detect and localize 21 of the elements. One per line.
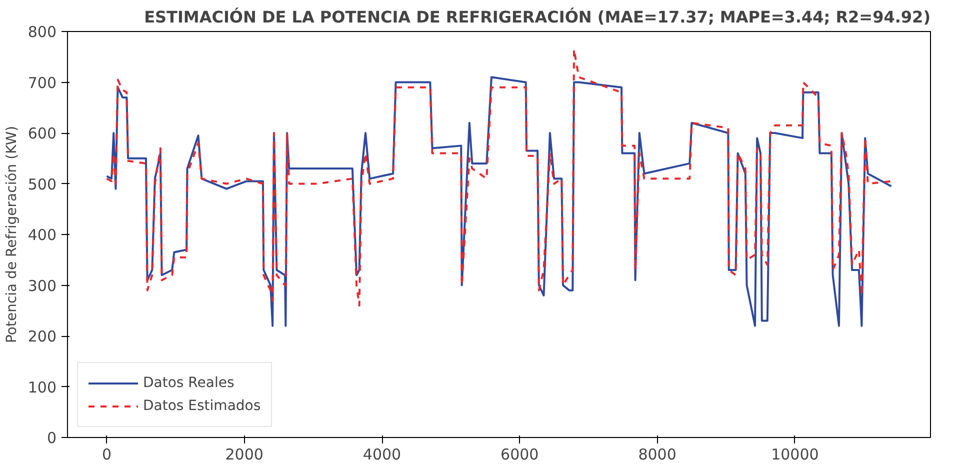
y-tick-label: 500 xyxy=(28,175,57,194)
legend-label: Datos Reales xyxy=(143,375,234,391)
y-tick-label: 200 xyxy=(28,328,57,346)
y-tick-label: 600 xyxy=(28,124,57,142)
y-tick-label: 100 xyxy=(28,378,57,396)
y-tick-label: 0 xyxy=(46,429,57,447)
x-tick-label: 6000 xyxy=(500,446,539,464)
x-tick-label: 2000 xyxy=(225,446,264,464)
x-tick-label: 0 xyxy=(102,446,112,464)
y-tick-label: 700 xyxy=(28,74,57,92)
line-series xyxy=(106,48,892,307)
x-tick-label: 4000 xyxy=(362,446,402,464)
y-axis-title: Potencia de Refrigeración (KW) xyxy=(4,126,20,344)
y-tick-label: 300 xyxy=(28,276,57,295)
x-tick-label: 8000 xyxy=(638,446,676,464)
x-tick-label: 10000 xyxy=(771,446,819,464)
y-tick-label: 800 xyxy=(28,23,57,41)
line-series xyxy=(106,76,892,327)
legend-label: Datos Estimados xyxy=(143,398,261,414)
y-tick-label: 400 xyxy=(28,226,57,244)
chart-title: ESTIMACIÓN DE LA POTENCIA DE REFRIGERACIÓN (MAE=17.37; MAPE=3.44; R2=94.92) xyxy=(144,8,930,26)
